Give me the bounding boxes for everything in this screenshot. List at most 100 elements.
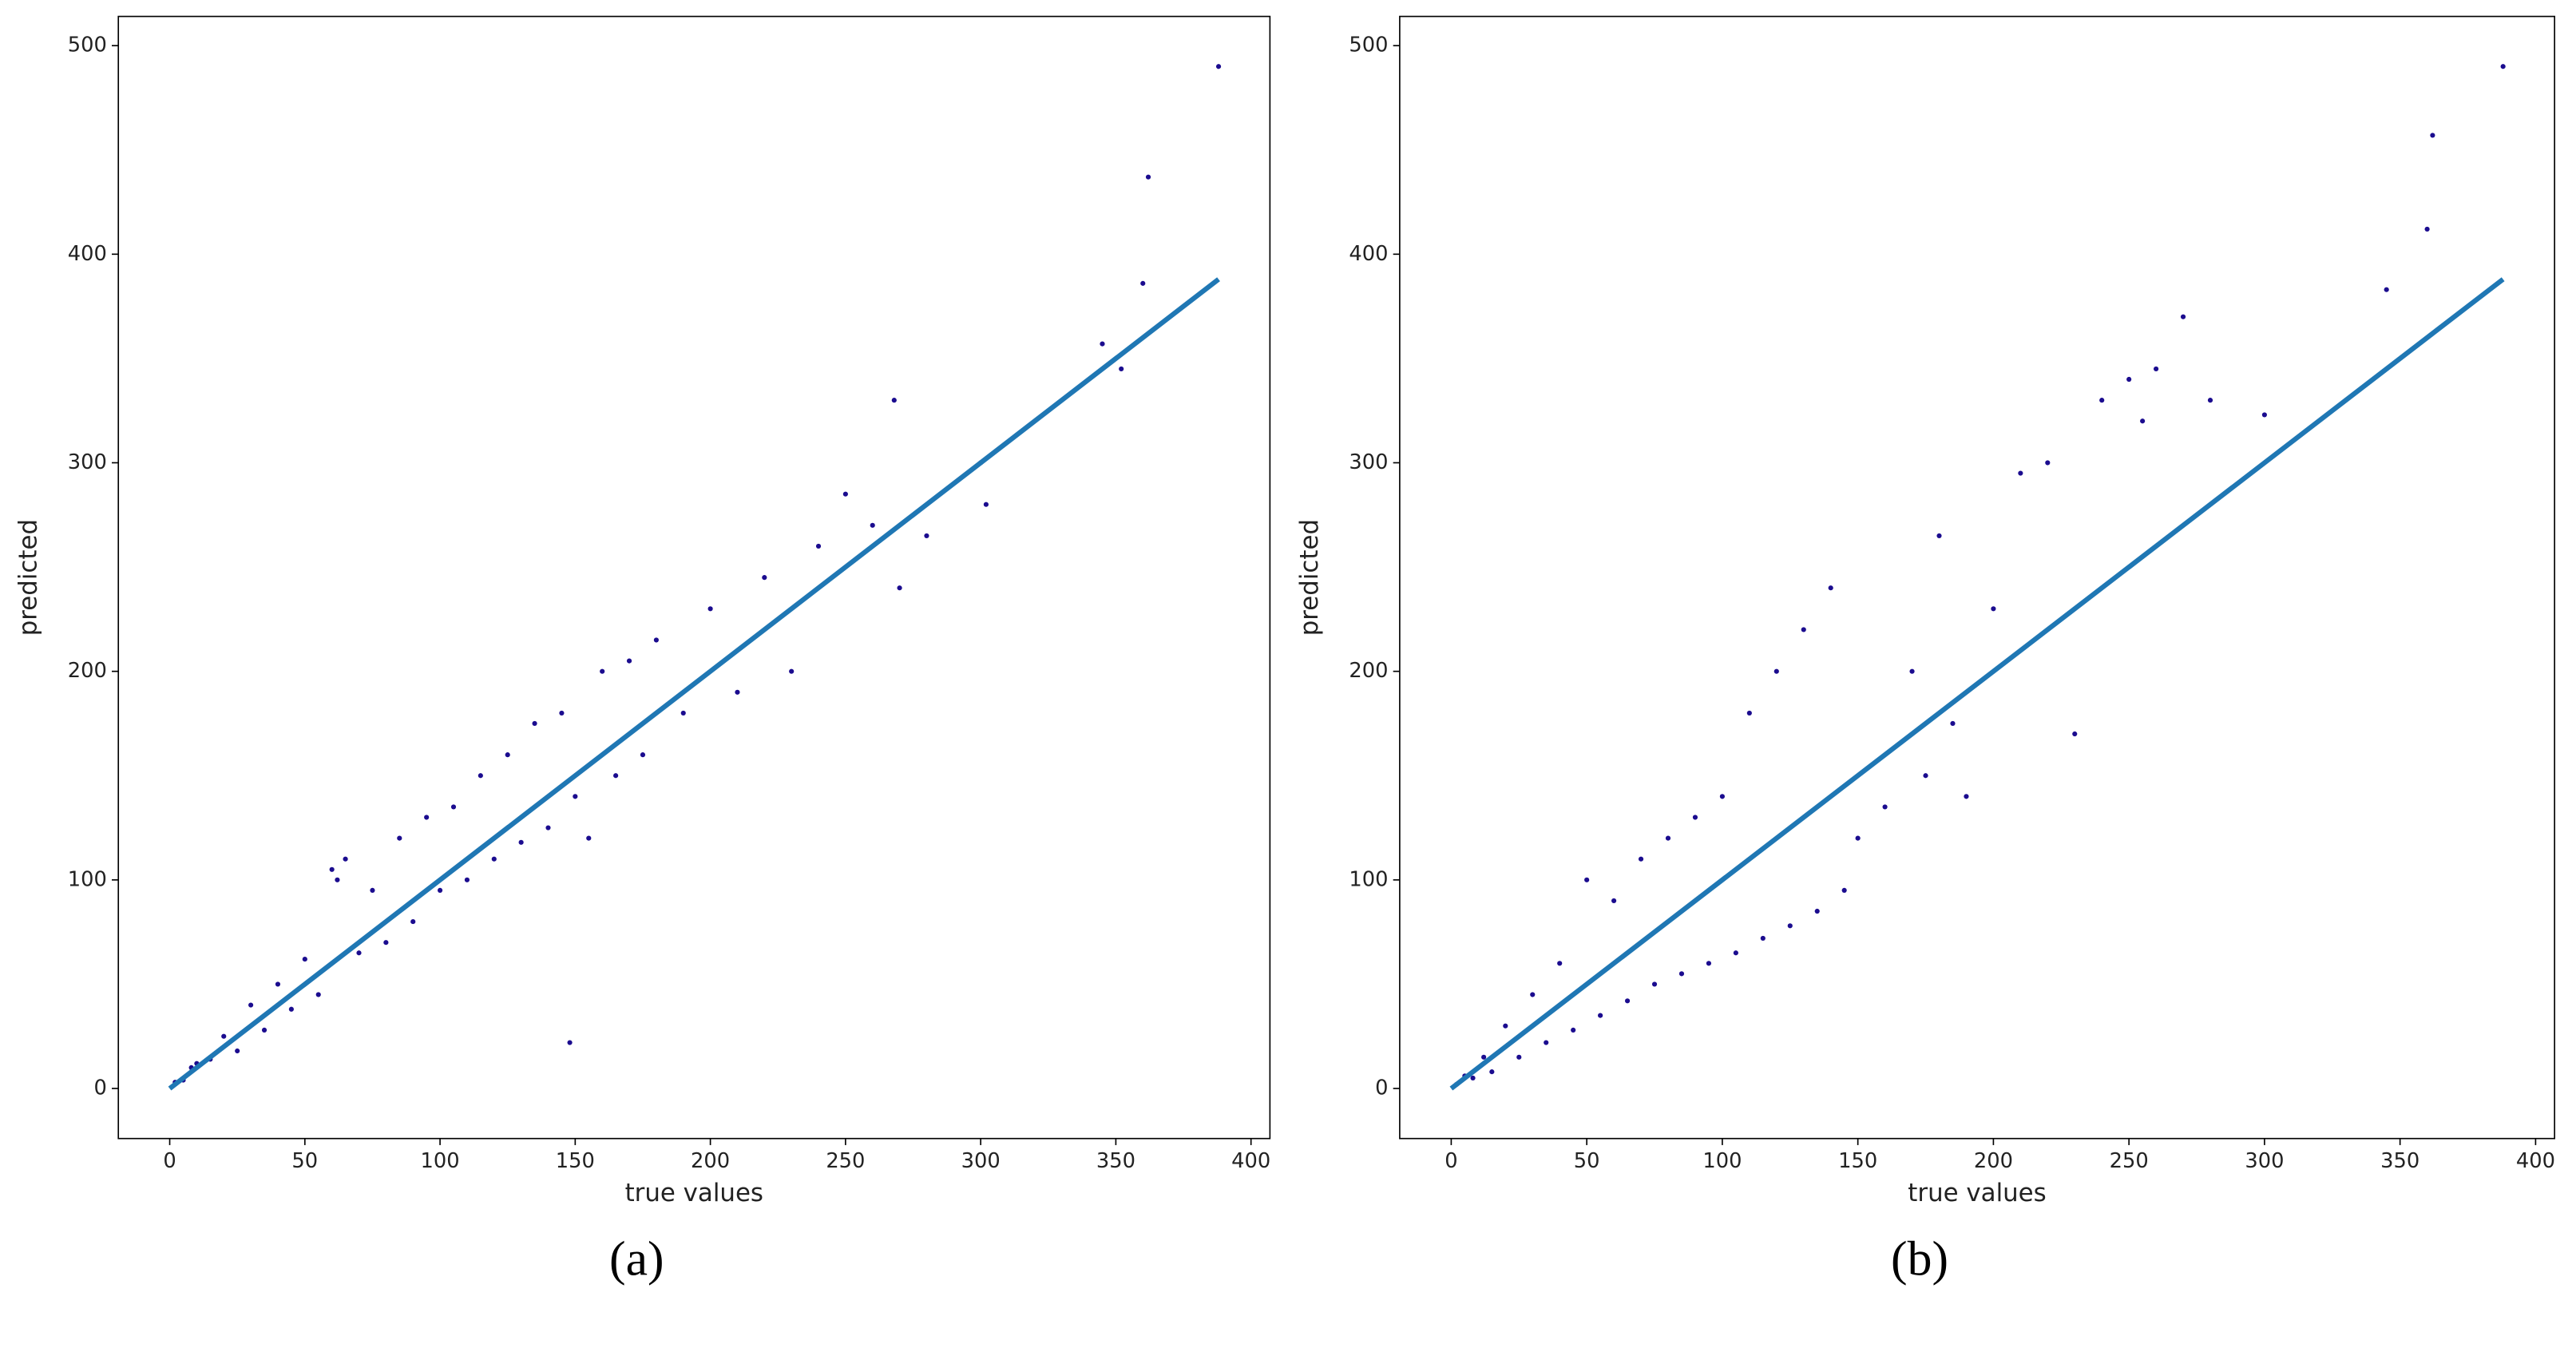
point xyxy=(1706,961,1712,966)
point xyxy=(424,815,430,820)
point xyxy=(397,835,402,841)
point xyxy=(815,543,822,549)
point xyxy=(1584,877,1590,882)
point xyxy=(600,668,605,674)
point xyxy=(1571,1027,1576,1033)
x-axis-label: true values xyxy=(1908,1179,2046,1207)
point xyxy=(1611,898,1617,904)
point xyxy=(1923,773,1928,779)
point xyxy=(1624,998,1631,1004)
x-axis-label: true values xyxy=(625,1179,763,1207)
y-tick-label: 400 xyxy=(68,242,107,266)
x-tick-label: 350 xyxy=(1096,1149,1135,1173)
x-tick-label: 50 xyxy=(1574,1149,1600,1173)
point xyxy=(1909,668,1915,674)
x-tick-label: 400 xyxy=(2516,1149,2555,1173)
x-tick-label: 0 xyxy=(1445,1149,1457,1173)
x-tick-label: 200 xyxy=(691,1149,730,1173)
point xyxy=(2500,64,2506,69)
point xyxy=(653,637,659,643)
point xyxy=(437,887,443,893)
y-tick-label: 500 xyxy=(68,34,107,57)
point xyxy=(842,491,848,497)
point xyxy=(567,1040,573,1045)
point xyxy=(891,398,897,403)
point xyxy=(2126,376,2132,383)
point xyxy=(2099,398,2105,403)
point xyxy=(1692,815,1698,820)
point xyxy=(983,502,989,507)
point xyxy=(1145,174,1151,180)
point xyxy=(1746,710,1752,716)
subplot: 0 50 100 150 200 250 300 350 400 0 100 200 300 400 500… xyxy=(1295,15,2555,1286)
axes-frame xyxy=(117,15,1271,1140)
point xyxy=(1760,935,1766,942)
point xyxy=(1215,64,1222,69)
point xyxy=(491,856,497,862)
point xyxy=(789,668,795,674)
point xyxy=(897,585,902,591)
point xyxy=(329,866,335,872)
point xyxy=(1964,794,1969,799)
point xyxy=(1855,835,1861,841)
point xyxy=(2018,470,2023,476)
x-tick-label: 350 xyxy=(2380,1149,2419,1173)
point xyxy=(1882,804,1888,810)
x-tick-label: 150 xyxy=(1838,1149,1877,1173)
point xyxy=(1841,887,1847,893)
y-tick-label: 100 xyxy=(68,867,107,891)
point xyxy=(2430,133,2435,138)
point xyxy=(2045,460,2051,466)
y-tick-label: 0 xyxy=(93,1076,106,1100)
point xyxy=(2154,366,2159,372)
point xyxy=(1828,585,1833,591)
point xyxy=(1801,627,1806,632)
x-tick-label: 150 xyxy=(556,1149,595,1173)
point xyxy=(221,1033,227,1039)
x-tick-label: 250 xyxy=(2110,1149,2149,1173)
point xyxy=(707,606,713,612)
point xyxy=(505,752,510,758)
point xyxy=(680,710,686,716)
point xyxy=(1140,280,1146,286)
point xyxy=(1991,606,1996,612)
point xyxy=(1814,908,1820,914)
point xyxy=(356,950,362,956)
point xyxy=(1598,1013,1603,1018)
point xyxy=(2207,398,2213,403)
point xyxy=(1773,668,1779,674)
point xyxy=(2180,314,2186,319)
point xyxy=(518,839,524,845)
x-tick-label: 50 xyxy=(291,1149,318,1173)
point xyxy=(1678,971,1685,977)
y-tick-label: 200 xyxy=(68,659,107,683)
point xyxy=(335,877,340,882)
y-tick-label: 400 xyxy=(1349,242,1388,266)
point xyxy=(640,752,646,758)
point xyxy=(1557,961,1563,966)
point xyxy=(573,794,578,799)
point xyxy=(2140,418,2146,424)
point xyxy=(315,992,321,997)
point xyxy=(1719,794,1725,799)
x-tick-label: 250 xyxy=(826,1149,865,1173)
point xyxy=(626,658,632,664)
point xyxy=(1638,856,1644,862)
point xyxy=(559,710,565,716)
point xyxy=(1530,992,1536,997)
point xyxy=(1936,533,1942,538)
point xyxy=(1503,1023,1508,1029)
y-axis-label: predicted xyxy=(1295,519,1324,636)
point xyxy=(586,835,592,841)
point xyxy=(870,522,875,528)
point xyxy=(343,856,348,862)
caption: (a) xyxy=(609,1231,664,1286)
point xyxy=(2072,731,2078,737)
x-tick-label: 100 xyxy=(421,1149,460,1173)
point xyxy=(762,575,767,581)
point xyxy=(248,1002,254,1008)
point xyxy=(410,918,416,925)
y-tick-label: 0 xyxy=(1375,1076,1388,1100)
point xyxy=(1787,923,1793,929)
